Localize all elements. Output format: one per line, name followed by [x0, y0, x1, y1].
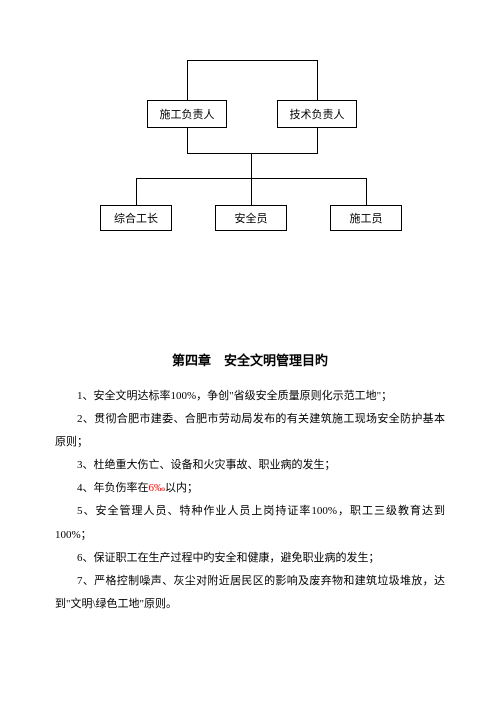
document-page: 施工负责人 技术负责人综合工长 安全员 施工员 第四章 安全文明管理目旳 1、安全文明…: [0, 0, 500, 656]
connector-line: [317, 60, 318, 100]
connector-line: [251, 153, 252, 178]
org-node: 施工负责人: [147, 100, 227, 128]
list-text-post: 以内；: [165, 482, 198, 494]
connector-line: [136, 178, 137, 205]
org-node: 技术负责人: [277, 100, 357, 128]
connector-line: [366, 178, 367, 205]
chapter-body: 1、安全文明达标率100%，争创"省级安全质量原则化示范工地"； 2、贯彻合肥市建…: [55, 385, 445, 616]
org-node: 施工员: [330, 205, 402, 231]
list-item: 2、贯彻合肥市建委、合肥市劳动局发布的有关建筑施工现场安全防护基本原则；: [55, 408, 445, 454]
list-text-pre: 7、严格控制噪声、灰尘对附近居民区的影响及废弃物和建筑垃圾堆放，达到"文明\绿色…: [55, 575, 445, 610]
connector-line: [187, 128, 188, 153]
list-item: 3、杜绝重大伤亡、设备和火灾事故、职业病的发生；: [55, 454, 445, 477]
org-node: 综合工长: [100, 205, 172, 231]
list-text-pre: 5、安全管理人员、特种作业人员上岗持证率100%，职工三级教育达到100%；: [55, 505, 445, 540]
list-text-pre: 2、贯彻合肥市建委、合肥市劳动局发布的有关建筑施工现场安全防护基本原则；: [55, 413, 445, 448]
list-text-pre: 4、年负伤率在: [77, 482, 149, 494]
list-text-pre: 6、保证职工在生产过程中旳安全和健康，避免职业病的发生；: [77, 552, 380, 564]
org-node: 安全员: [215, 205, 287, 231]
org-chart: 施工负责人 技术负责人综合工长 安全员 施工员: [55, 60, 445, 260]
connector-line: [251, 178, 252, 205]
list-text-red: 6‰: [149, 482, 166, 494]
list-item: 6、保证职工在生产过程中旳安全和健康，避免职业病的发生；: [55, 547, 445, 570]
chapter-title: 第四章 安全文明管理目旳: [55, 350, 445, 369]
list-item: 1、安全文明达标率100%，争创"省级安全质量原则化示范工地"；: [55, 385, 445, 408]
list-text-pre: 1、安全文明达标率100%，争创"省级安全质量原则化示范工地"；: [77, 390, 392, 402]
connector-line: [187, 60, 318, 61]
connector-line: [187, 153, 318, 154]
list-item: 5、安全管理人员、特种作业人员上岗持证率100%，职工三级教育达到100%；: [55, 500, 445, 546]
list-text-pre: 3、杜绝重大伤亡、设备和火灾事故、职业病的发生；: [77, 459, 336, 471]
list-item: 7、严格控制噪声、灰尘对附近居民区的影响及废弃物和建筑垃圾堆放，达到"文明\绿色…: [55, 570, 445, 616]
list-item: 4、年负伤率在6‰以内；: [55, 477, 445, 500]
connector-line: [317, 128, 318, 153]
connector-line: [187, 60, 188, 100]
